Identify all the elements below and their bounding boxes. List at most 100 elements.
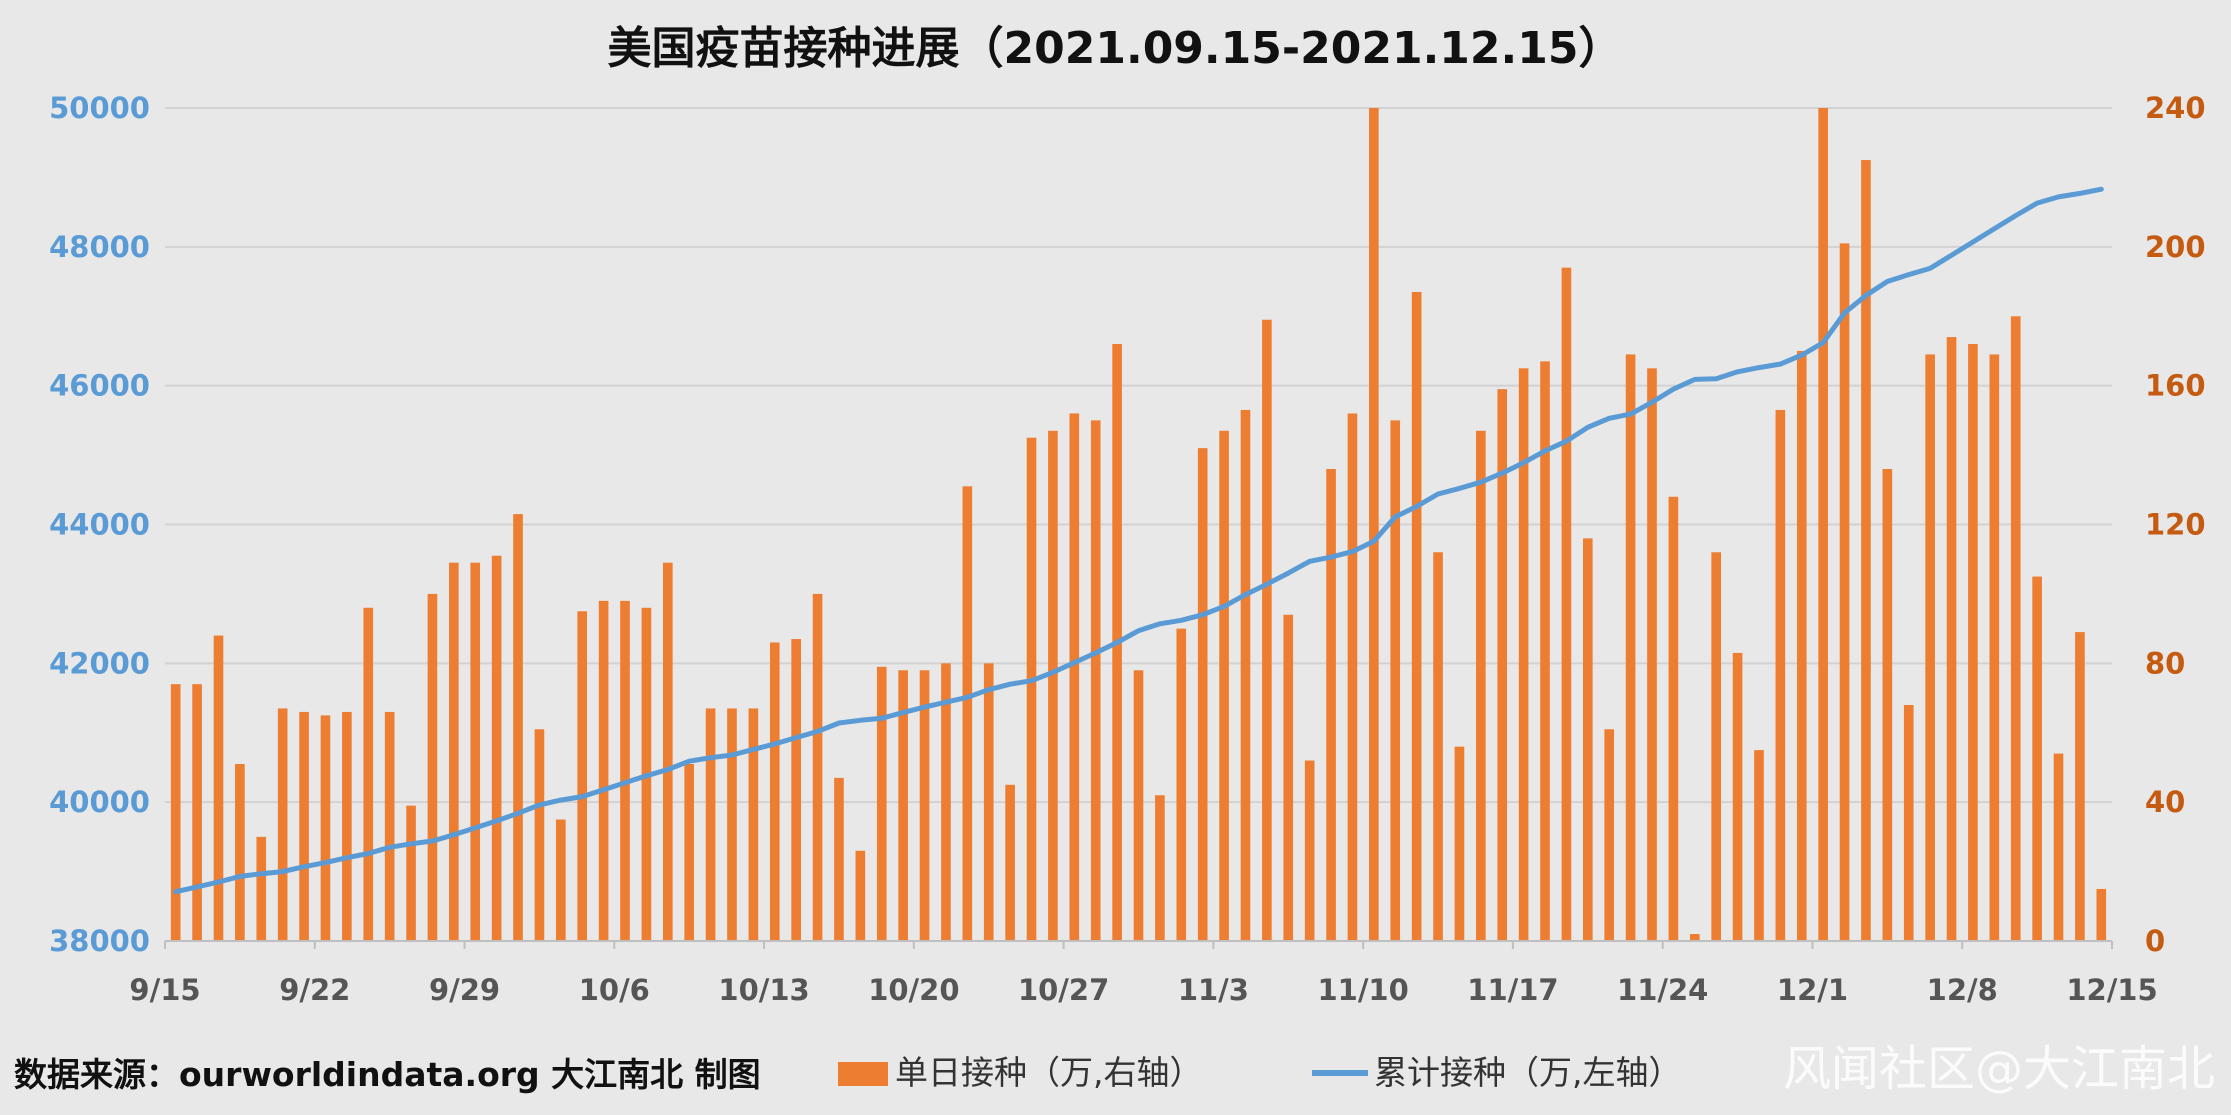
bar-daily [1668,496,1679,941]
bar-daily [769,642,780,941]
bar-daily [277,708,288,941]
bar-daily [962,486,973,941]
bar-daily [1304,760,1315,941]
bar-daily [620,600,630,941]
bar-daily [1347,413,1358,941]
x-tick-label: 12/15 [2066,973,2157,1007]
y-right-tick-label: 80 [2145,646,2185,680]
bar-daily [1604,729,1615,941]
bar-daily [1818,108,1828,941]
bar-daily [1925,354,1935,941]
x-tick-label: 10/20 [868,973,959,1007]
bar-daily [898,670,908,941]
y-right-tick-label: 200 [2145,230,2206,264]
y-left-tick-label: 48000 [49,230,150,264]
bar-daily [1326,468,1336,941]
x-tick-label: 10/13 [718,973,809,1007]
bar-daily [1454,746,1465,941]
bar-daily [2032,576,2042,941]
bar-daily [1796,350,1807,941]
bar-daily [705,708,716,941]
bar-daily [1839,243,1850,942]
gridlines [165,107,2112,804]
bar-daily [1540,361,1550,941]
bar-daily [2096,888,2107,941]
data-source-footer: 数据来源：ourworldindata.org 大江南北 制图 [14,1055,761,1094]
watermark: 风闻社区@大江南北 [1783,1041,2215,1097]
x-tick-label: 12/1 [1777,973,1848,1007]
x-tick-label: 11/24 [1617,973,1708,1007]
bar-daily [384,711,395,941]
bar-daily [1882,468,1893,941]
bar-daily [170,684,181,941]
bar-daily [1497,389,1508,941]
x-tick-label: 9/15 [129,973,200,1007]
bar-daily [1369,108,1379,941]
bar-daily [1946,337,1957,941]
y-left-tick-label: 40000 [49,785,150,819]
chart-title: 美国疫苗接种进展（2021.09.15-2021.12.15） [608,23,1623,74]
bar-daily [941,663,951,941]
bar-daily [1989,354,2000,941]
bar-daily [684,763,695,941]
y-left-tick-label: 46000 [49,369,150,403]
bar-daily [1561,267,1572,941]
bar-daily [812,593,823,941]
bar-daily [662,562,673,941]
bar-daily [577,611,588,941]
x-tick-label: 11/3 [1178,973,1249,1007]
bar-daily [1133,670,1144,941]
line-cumulative [173,186,2104,895]
bar-daily [513,514,523,941]
bar-daily [470,562,481,941]
bar-daily [534,729,545,941]
y-right-tick-label: 160 [2145,369,2206,403]
y-right-tick-label: 40 [2145,785,2185,819]
x-tick-label: 11/10 [1317,973,1408,1007]
bar-daily [556,819,566,941]
bar-daily [235,763,245,941]
bar-daily [1411,291,1422,941]
y-right-tick-label: 120 [2145,508,2206,542]
bar-daily [1582,538,1593,941]
x-tick-label: 11/17 [1467,973,1558,1007]
bar-daily [1283,614,1294,941]
bar-daily [1090,420,1101,941]
bar-daily [1197,448,1208,941]
bar-daily [256,836,267,941]
x-tick-label: 10/27 [1018,973,1109,1007]
bar-daily [983,663,994,941]
x-tick-label: 12/8 [1927,973,1998,1007]
bar-daily [2053,753,2064,941]
bar-daily [192,684,202,941]
bar-daily [1069,413,1080,941]
bar-daily [1647,368,1657,941]
bar-daily [363,607,374,941]
bar-daily [299,711,309,941]
bar-daily [1048,430,1058,941]
bar-daily [1968,344,1978,941]
legend-line-label: 累计接种（万,左轴） [1374,1053,1682,1092]
bar-daily [1775,409,1786,941]
bar-daily [791,639,801,941]
bar-daily [727,708,737,941]
x-tick-label: 9/22 [279,973,350,1007]
bar-daily [213,635,224,941]
bar-daily [855,850,866,941]
bar-daily [1861,160,1871,941]
bar-daily [1625,354,1636,941]
y-left-tick-label: 42000 [49,646,150,680]
bar-daily [2075,632,2085,941]
bar-daily [406,805,416,941]
bar-daily [342,711,352,941]
bar-daily [427,593,438,941]
y-left-tick-label: 44000 [49,508,150,542]
legend: 单日接种（万,右轴） 累计接种（万,左轴） [838,1053,1682,1092]
bar-daily [1240,409,1251,941]
y-left-tick-label: 38000 [49,924,150,958]
bar-daily [1711,552,1721,941]
bar-daily [1262,319,1272,941]
y-right-tick-label: 240 [2145,91,2206,125]
